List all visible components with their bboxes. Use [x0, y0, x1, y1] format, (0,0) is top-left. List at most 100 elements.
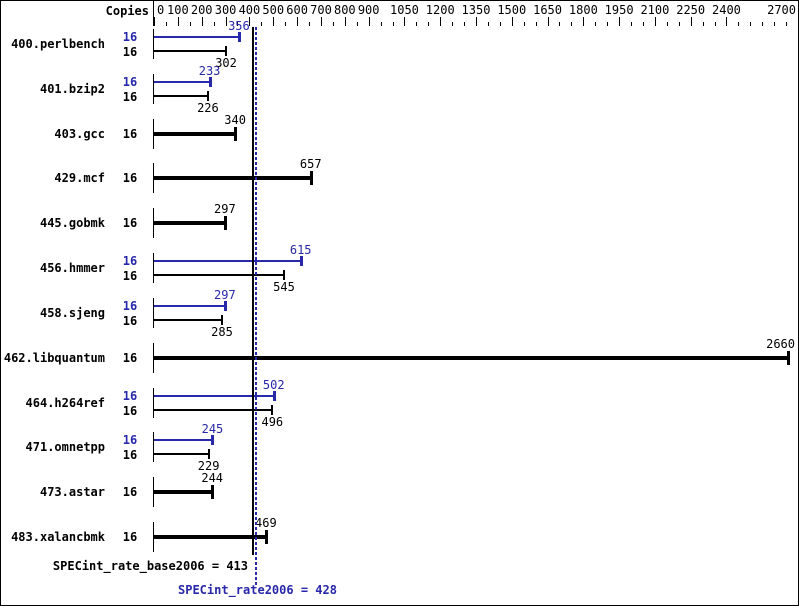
axis-minor-tick: [333, 22, 334, 26]
row-spine: [153, 342, 154, 373]
base-bar-end-cap: [234, 126, 238, 141]
peak-bar: [154, 36, 239, 38]
base-bar-end-cap: [225, 46, 228, 56]
copies-value: 16: [122, 485, 138, 500]
axis-label: 0: [157, 3, 165, 17]
axis-label: 2400: [712, 3, 741, 17]
benchmark-label: 403.gcc: [54, 126, 105, 141]
reference-line-base: [252, 27, 254, 555]
axis-minor-tick: [679, 22, 680, 26]
axis-minor-tick: [715, 22, 716, 26]
axis-major-tick: [345, 17, 346, 26]
copies-value: 16: [122, 216, 138, 231]
peak-value-label: 356: [228, 19, 250, 33]
row-spine: [153, 163, 154, 194]
axis-major-tick: [154, 17, 155, 26]
axis-major-tick: [583, 17, 584, 26]
base-value-label: 496: [261, 414, 284, 429]
axis-minor-tick: [488, 22, 489, 26]
copies-value: 16: [122, 388, 138, 403]
axis-minor-tick: [214, 22, 215, 26]
copies-value: 16: [122, 448, 138, 463]
axis-label: 1650: [533, 3, 563, 17]
benchmark-label: 429.mcf: [54, 171, 105, 186]
base-bar: [154, 490, 213, 495]
base-bar: [154, 221, 225, 226]
base-bar-end-cap: [271, 404, 274, 415]
copies-value: 16: [122, 254, 138, 269]
axis-minor-tick: [524, 22, 525, 26]
copies-value: 16: [122, 433, 138, 448]
row-spine: [153, 253, 154, 284]
peak-bar-end-cap: [237, 32, 241, 42]
base-bar: [154, 50, 227, 52]
row-spine: [153, 477, 154, 508]
base-bar: [154, 131, 236, 136]
axis-label: 400: [238, 3, 261, 17]
axis-minor-tick: [357, 22, 358, 26]
copies-value: 16: [122, 403, 138, 418]
axis-major-tick: [321, 17, 322, 26]
row-spine: [153, 432, 154, 463]
row-spine: [153, 118, 154, 149]
reference-line-peak: [255, 27, 257, 585]
axis-minor-tick: [381, 22, 382, 26]
base-value-label: 297: [214, 202, 236, 217]
base-value-label: 302: [215, 56, 237, 70]
axis-label: 1200: [425, 3, 455, 17]
base-bar: [154, 453, 209, 456]
axis-minor-tick: [393, 22, 394, 26]
base-bar-end-cap: [211, 485, 215, 500]
axis-minor-tick: [285, 22, 286, 26]
axis-label: 100: [167, 3, 189, 17]
benchmark-label: 473.astar: [39, 485, 105, 500]
axis-major-tick: [369, 17, 370, 26]
base-bar-end-cap: [264, 530, 268, 545]
axis-major-tick: [476, 17, 477, 26]
axis-minor-tick: [786, 22, 787, 26]
axis-label: 500: [262, 3, 285, 17]
axis-minor-tick: [428, 22, 429, 26]
row-spine: [153, 208, 154, 239]
peak-value-label: 233: [198, 63, 221, 78]
axis-major-tick: [249, 17, 250, 26]
base-value-label: 2660: [766, 336, 796, 351]
base-bar: [154, 318, 222, 321]
axis-major-tick: [273, 17, 274, 26]
axis-major-tick: [512, 17, 513, 26]
axis-label: 1950: [604, 3, 634, 17]
axis-minor-tick: [452, 22, 453, 26]
peak-bar-end-cap: [223, 300, 227, 311]
axis-minor-tick: [607, 22, 608, 26]
axis-major-tick: [440, 17, 441, 26]
base-bar: [154, 94, 208, 97]
base-bar-end-cap: [206, 90, 209, 101]
peak-bar-end-cap: [211, 435, 215, 446]
benchmark-label: 401.bzip2: [39, 81, 105, 96]
copies-value: 16: [122, 126, 138, 141]
peak-value-label: 297: [214, 287, 236, 302]
row-spine: [153, 522, 154, 553]
copies-value: 16: [122, 45, 138, 59]
axis-label: 1500: [497, 3, 527, 17]
axis-label: 700: [310, 3, 332, 17]
axis-label: 2250: [676, 3, 706, 17]
axis-minor-tick: [559, 22, 560, 26]
axis-major-tick: [726, 17, 727, 26]
copies-value: 16: [122, 89, 138, 104]
peak-bar: [154, 260, 301, 263]
peak-bar: [154, 304, 225, 307]
axis-minor-tick: [762, 22, 763, 26]
base-bar-end-cap: [787, 350, 791, 365]
axis-minor-tick: [309, 22, 310, 26]
axis-major-tick: [297, 17, 298, 26]
base-bar-end-cap: [282, 270, 285, 281]
peak-bar-end-cap: [272, 390, 276, 401]
axis-label: 300: [214, 3, 237, 17]
base-bar: [154, 274, 284, 277]
axis-minor-tick: [631, 22, 632, 26]
base-value-label: 545: [273, 280, 295, 295]
base-value-label: 340: [224, 112, 246, 127]
base-bar: [154, 355, 789, 360]
base-bar-end-cap: [207, 449, 210, 460]
